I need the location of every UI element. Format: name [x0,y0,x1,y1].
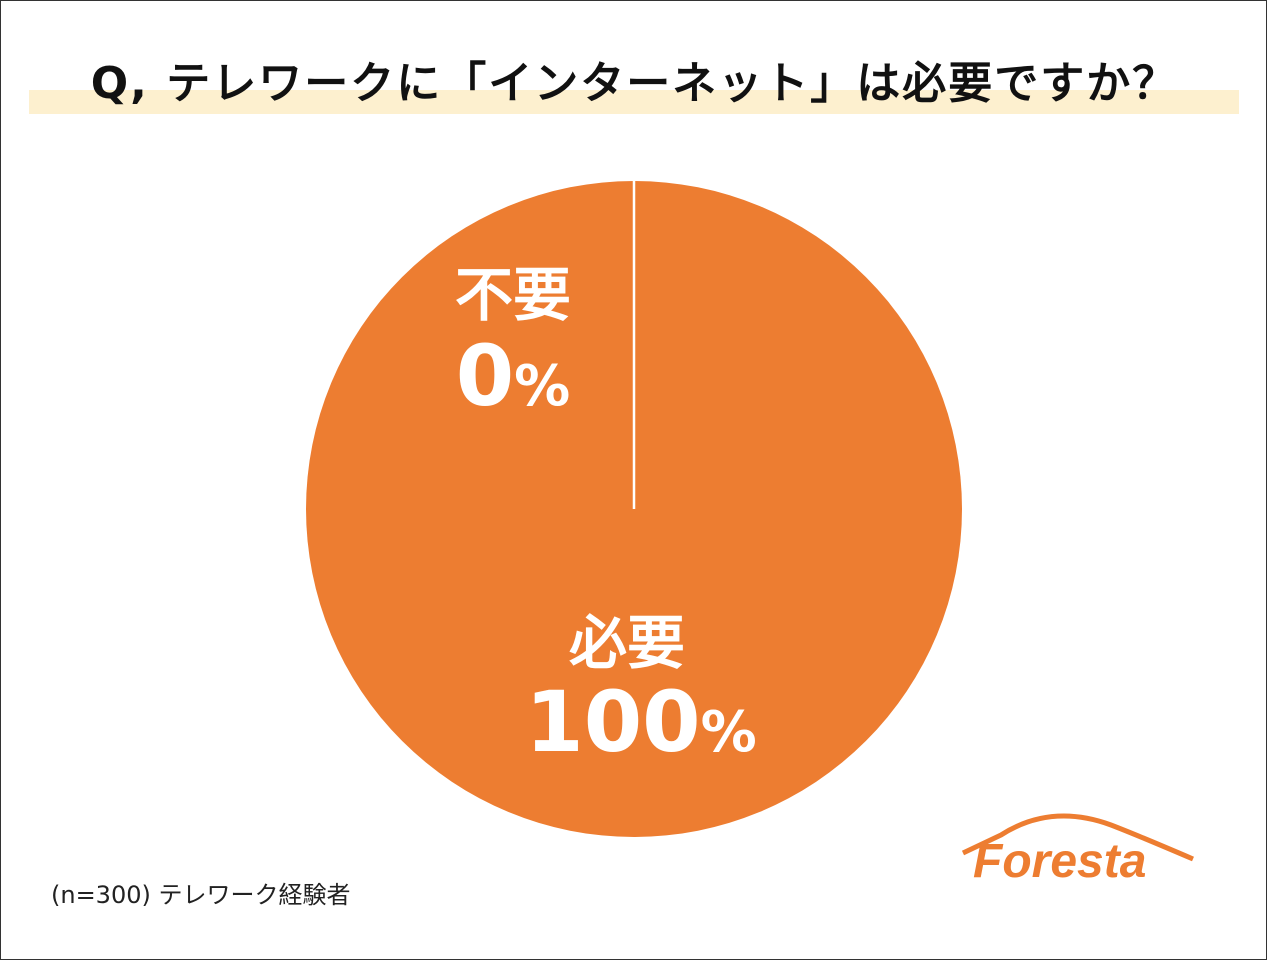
pie-slices [306,181,962,837]
slice-label-unneeded: 不要 [455,261,571,329]
slice-label-needed: 必要 [569,609,685,677]
slice-value-unneeded: 0% [456,327,571,425]
logo-roof-icon [961,813,1194,862]
slice-value-needed: 100% [525,673,756,771]
logo-text: Foresta [973,835,1146,883]
chart-title: Q, テレワークに「インターネット」は必要ですか？ [90,58,1179,109]
sample-note: (n=300) テレワーク経験者 [51,881,351,909]
title-highlight-band [29,90,1239,114]
foresta-logo: Foresta [961,813,1194,883]
